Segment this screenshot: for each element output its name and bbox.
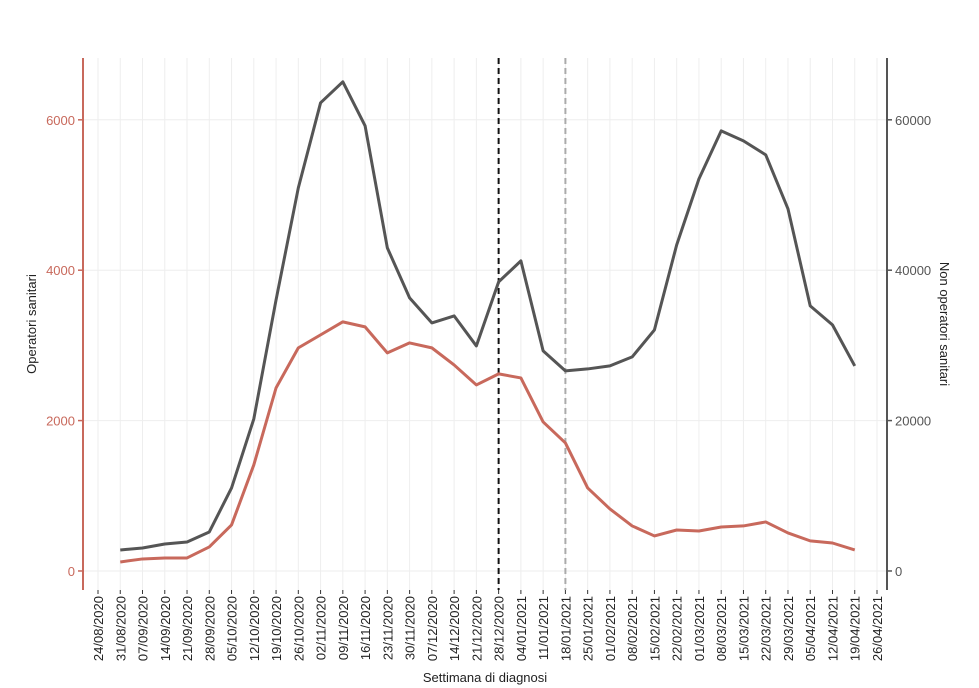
y2-tick-label: 20000 [895,414,931,429]
x-tick-label: 30/11/2020 [403,596,418,660]
line-series [120,80,857,552]
y-tick-label: 0 [68,564,75,579]
x-tick-label: 15/02/2021 [647,596,662,661]
x-tick-label: 29/03/2021 [781,596,796,661]
x-tick-label: 31/08/2020 [113,596,128,661]
y2-tick-label: 60000 [895,113,931,128]
x-tick-label: 28/09/2020 [202,596,217,661]
x-tick-label: 22/02/2021 [670,596,685,661]
x-tick-label: 02/11/2020 [314,596,329,660]
x-tick-label: 26/04/2021 [870,596,885,661]
x-tick-label: 18/01/2021 [558,596,573,661]
x-tick-label: 28/12/2020 [492,596,507,661]
x-tick-label: 05/04/2021 [803,596,818,661]
x-tick-label: 12/04/2021 [825,596,840,661]
x-tick-label: 21/09/2020 [180,596,195,661]
x-tick-label: 08/03/2021 [714,596,729,661]
y-axis-label: Operatori sanitari [24,274,39,374]
y-tick-label: 2000 [46,414,75,429]
y-tick-label: 6000 [46,113,75,128]
x-tick-label: 23/11/2020 [380,596,395,660]
x-tick-label: 26/10/2020 [291,596,306,661]
x-tick-label: 19/04/2021 [848,596,863,661]
x-tick-label: 22/03/2021 [759,596,774,661]
x-tick-label: 07/12/2020 [425,596,440,661]
x-tick-label: 14/09/2020 [158,596,173,661]
x-tick-label: 16/11/2020 [358,596,373,660]
line-series [120,320,856,564]
x-tick-label: 01/02/2021 [603,596,618,661]
x-tick-label: 07/09/2020 [136,596,151,661]
x-tick-label: 11/01/2021 [536,596,551,660]
x-axis-label: Settimana di diagnosi [423,670,547,685]
y2-axis-label: Non operatori sanitari [937,262,952,386]
x-tick-label: 04/01/2021 [514,596,529,661]
x-tick-label: 25/01/2021 [581,596,596,661]
y2-tick-label: 40000 [895,263,931,278]
x-tick-label: 12/10/2020 [247,596,262,661]
x-tick-label: 24/08/2020 [91,596,106,661]
y-tick-label: 4000 [46,263,75,278]
x-tick-label: 15/03/2021 [736,596,751,661]
x-tick-label: 14/12/2020 [447,596,462,661]
x-tick-label: 09/11/2020 [336,596,351,660]
x-tick-label: 19/10/2020 [269,596,284,661]
x-tick-label: 21/12/2020 [469,596,484,661]
x-tick-label: 08/02/2021 [625,596,640,661]
x-tick-label: 05/10/2020 [225,596,240,661]
y2-tick-label: 0 [895,564,902,579]
x-tick-label: 01/03/2021 [692,596,707,661]
